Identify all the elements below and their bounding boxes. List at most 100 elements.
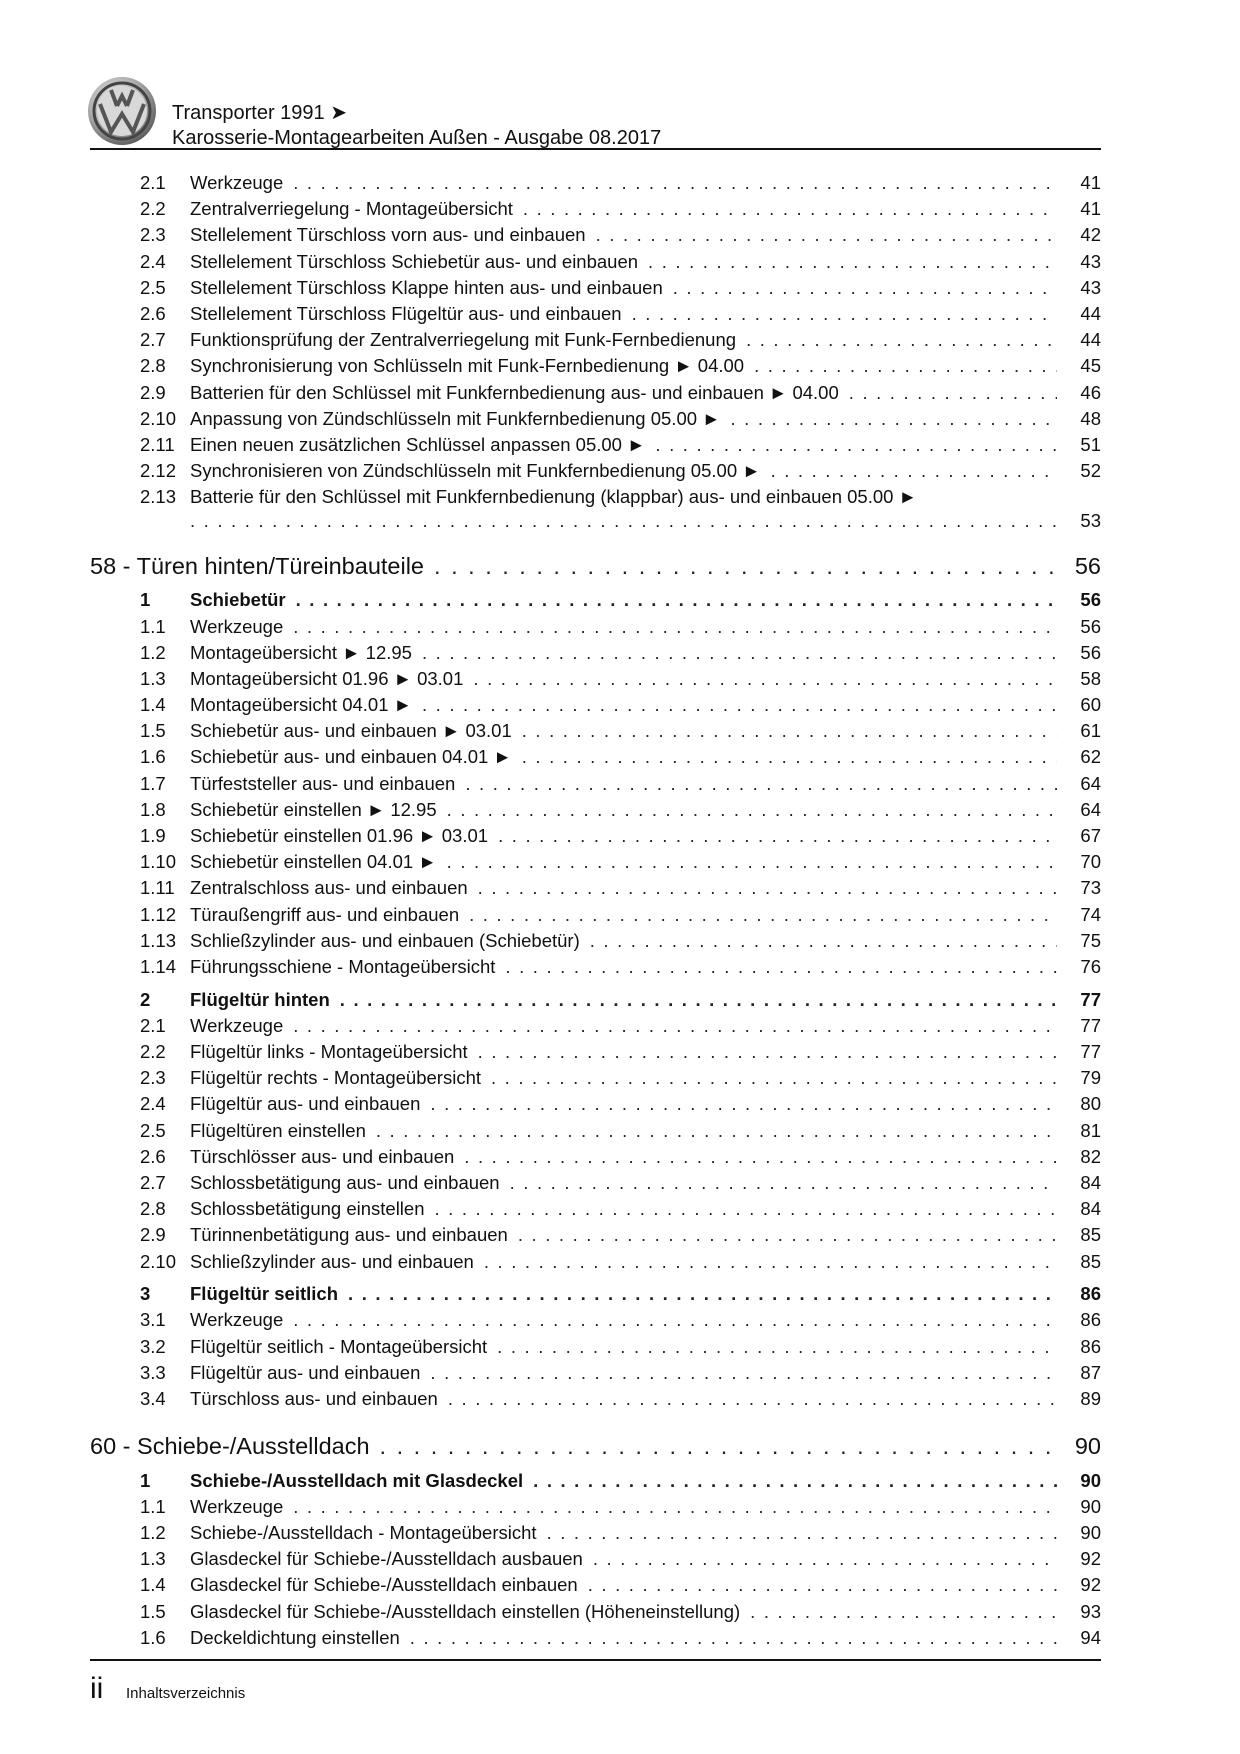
entry-number: 1.4 <box>140 694 166 716</box>
dot-leader <box>588 1572 1057 1598</box>
toc-entry[interactable]: 3.4 Türschloss aus- und einbauen 89 <box>90 1386 1101 1412</box>
entry-number: 2.1 <box>140 172 166 193</box>
entry-title: Flügeltür seitlich <box>190 1283 339 1305</box>
entry-page: 85 <box>1080 1250 1101 1272</box>
toc-entry[interactable]: 2.8 Synchronisierung von Schlüsseln mit F… <box>90 353 1101 379</box>
toc-entry[interactable]: 2.12 Synchronisieren von Zündschlüsseln m… <box>90 458 1101 484</box>
toc-entry[interactable]: 2.6 Türschlösser aus- und einbauen 82 <box>90 1144 1101 1170</box>
dot-leader <box>505 954 1057 980</box>
dot-leader <box>547 1520 1057 1546</box>
toc-entry[interactable]: 3.2 Flügeltür seitlich - Montageübersicht… <box>90 1334 1101 1360</box>
toc-entry[interactable]: 2.2 Zentralverriegelung - Montageübersich… <box>90 196 1101 222</box>
toc-entry[interactable]: 1.6 Deckeldichtung einstellen 94 <box>90 1625 1101 1651</box>
toc-section[interactable]: 2 Flügeltür hinten 77 <box>90 987 1101 1013</box>
toc-entry[interactable]: 2.3 Stellelement Türschloss vorn aus- und… <box>90 222 1101 248</box>
toc-entry[interactable]: 1.9 Schiebetür einstellen 01.96 ► 03.01 67 <box>90 823 1101 849</box>
toc-entry[interactable]: 2.13 Batterie für den Schlüssel mit Funkf… <box>90 484 1101 510</box>
toc-entry-continuation[interactable]: 53 <box>90 510 1101 531</box>
entry-number: 1.13 <box>140 929 177 951</box>
toc-entry[interactable]: 1.4 Montageübersicht 04.01 ► 60 <box>90 692 1101 718</box>
entry-number: 2.9 <box>140 1224 166 1246</box>
toc-entry[interactable]: 1.2 Schiebe-/Ausstelldach - Montageübersi… <box>90 1520 1101 1546</box>
toc-entry[interactable]: 2.10 Schließzylinder aus- und einbauen 85 <box>90 1249 1101 1275</box>
toc-section[interactable]: 1 Schiebe-/Ausstelldach mit Glasdeckel 90 <box>90 1468 1101 1494</box>
entry-number: 2.6 <box>140 302 166 324</box>
dot-leader <box>593 1546 1057 1572</box>
toc-entry[interactable]: 2.1 Werkzeuge 41 <box>90 170 1101 196</box>
toc-entry[interactable]: 1.2 Montageübersicht ► 12.95 56 <box>90 640 1101 666</box>
entry-number: 2.2 <box>140 198 166 220</box>
dot-leader <box>849 380 1057 406</box>
toc-entry[interactable]: 1.1 Werkzeuge 90 <box>90 1494 1101 1520</box>
toc-entry[interactable]: 2.10 Anpassung von Zündschlüsseln mit Fun… <box>90 406 1101 432</box>
toc-entry[interactable]: 3.3 Flügeltür aus- und einbauen 87 <box>90 1360 1101 1386</box>
dot-leader <box>478 875 1057 901</box>
toc-section[interactable]: 1 Schiebetür 56 <box>90 587 1101 613</box>
dot-leader <box>473 666 1057 692</box>
entry-number: 3 <box>140 1283 151 1305</box>
toc-entry[interactable]: 2.9 Batterien für den Schlüssel mit Funkf… <box>90 380 1101 406</box>
toc-entry[interactable]: 1.10 Schiebetür einstellen 04.01 ► 70 <box>90 849 1101 875</box>
entry-page: 60 <box>1080 694 1101 716</box>
toc-entry[interactable]: 2.5 Stellelement Türschloss Klappe hinten… <box>90 275 1101 301</box>
entry-page: 87 <box>1080 1361 1101 1383</box>
entry-title: Glasdeckel für Schiebe-/Ausstelldach aus… <box>190 1548 583 1570</box>
entry-title: Türschlösser aus- und einbauen <box>190 1145 455 1167</box>
toc-entry[interactable]: 1.14 Führungsschiene - Montageübersicht 76 <box>90 954 1101 980</box>
entry-number: 2.11 <box>140 433 175 455</box>
toc-entry[interactable]: 2.9 Türinnenbetätigung aus- und einbauen 8… <box>90 1222 1101 1248</box>
entry-number: 1.2 <box>140 1522 166 1544</box>
entry-number: 1.12 <box>140 903 177 925</box>
toc-entry[interactable]: 2.11 Einen neuen zusätzlichen Schlüssel a… <box>90 432 1101 458</box>
entry-title: Schiebetür aus- und einbauen 04.01 ► <box>190 746 512 768</box>
entry-number: 1.3 <box>140 1548 166 1570</box>
entry-number: 2.9 <box>140 381 166 403</box>
toc-entry[interactable]: 2.3 Flügeltür rechts - Montageübersicht 79 <box>90 1065 1101 1091</box>
toc-chapter[interactable]: 60 - Schiebe-/Ausstelldach 90 <box>90 1431 1101 1461</box>
toc-entry[interactable]: 1.6 Schiebetür aus- und einbauen 04.01 ► 6… <box>90 744 1101 770</box>
entry-number: 1.5 <box>140 1600 166 1622</box>
entry-page: 52 <box>1080 460 1101 482</box>
toc-entry[interactable]: 2.8 Schlossbetätigung einstellen 84 <box>90 1196 1101 1222</box>
toc-chapter[interactable]: 58 - Türen hinten/Türeinbauteile 56 <box>90 551 1101 581</box>
toc-entry[interactable]: 1.8 Schiebetür einstellen ► 12.95 64 <box>90 797 1101 823</box>
toc-entry[interactable]: 1.3 Glasdeckel für Schiebe-/Ausstelldach … <box>90 1546 1101 1572</box>
toc-entry[interactable]: 1.13 Schließzylinder aus- und einbauen (S… <box>90 928 1101 954</box>
toc-entry[interactable]: 2.7 Schlossbetätigung aus- und einbauen 84 <box>90 1170 1101 1196</box>
toc-entry[interactable]: 1.1 Werkzeuge 56 <box>90 614 1101 640</box>
toc-entry[interactable]: 1.11 Zentralschloss aus- und einbauen 73 <box>90 875 1101 901</box>
dot-leader <box>523 196 1057 222</box>
dot-leader <box>340 987 1057 1013</box>
toc-entry[interactable]: 2.1 Werkzeuge 77 <box>90 1013 1101 1039</box>
toc-section[interactable]: 3 Flügeltür seitlich 86 <box>90 1281 1101 1307</box>
dot-leader <box>648 249 1057 275</box>
toc-entry[interactable]: 2.5 Flügeltüren einstellen 81 <box>90 1118 1101 1144</box>
toc-entry[interactable]: 2.7 Funktionsprüfung der Zentralverriegel… <box>90 327 1101 353</box>
dot-leader <box>464 1144 1057 1170</box>
toc-entry[interactable]: 3.1 Werkzeuge 86 <box>90 1307 1101 1333</box>
toc-entry[interactable]: 2.2 Flügeltür links - Montageübersicht 77 <box>90 1039 1101 1065</box>
toc-entry[interactable]: 1.5 Glasdeckel für Schiebe-/Ausstelldach … <box>90 1599 1101 1625</box>
entry-page: 79 <box>1080 1067 1101 1089</box>
toc-entry[interactable]: 1.5 Schiebetür aus- und einbauen ► 03.01 6… <box>90 718 1101 744</box>
entry-title: Stellelement Türschloss Schiebetür aus- … <box>190 250 639 272</box>
entry-page: 77 <box>1080 1014 1101 1036</box>
entry-title: Schiebetür aus- und einbauen ► 03.01 <box>190 720 512 742</box>
dot-leader <box>465 771 1057 797</box>
toc-entry[interactable]: 1.4 Glasdeckel für Schiebe-/Ausstelldach … <box>90 1572 1101 1598</box>
entry-page: 84 <box>1080 1198 1101 1220</box>
dot-leader <box>434 551 1057 581</box>
toc-entry[interactable]: 1.7 Türfeststeller aus- und einbauen 64 <box>90 771 1101 797</box>
entry-page: 64 <box>1080 798 1101 820</box>
entry-number: 2.7 <box>140 1171 166 1193</box>
entry-title: Stellelement Türschloss Flügeltür aus- u… <box>190 302 622 324</box>
toc-entry[interactable]: 2.4 Stellelement Türschloss Schiebetür au… <box>90 249 1101 275</box>
header-model: Transporter 1991 ➤ <box>172 102 347 124</box>
chapter-title: 58 - Türen hinten/Türeinbauteile <box>90 552 425 579</box>
entry-number: 3.2 <box>140 1335 166 1357</box>
toc-entry[interactable]: 1.3 Montageübersicht 01.96 ► 03.01 58 <box>90 666 1101 692</box>
toc-entry[interactable]: 2.4 Flügeltür aus- und einbauen 80 <box>90 1091 1101 1117</box>
toc-entry[interactable]: 1.12 Türaußengriff aus- und einbauen 74 <box>90 902 1101 928</box>
entry-page: 85 <box>1080 1224 1101 1246</box>
toc-entry[interactable]: 2.6 Stellelement Türschloss Flügeltür aus… <box>90 301 1101 327</box>
